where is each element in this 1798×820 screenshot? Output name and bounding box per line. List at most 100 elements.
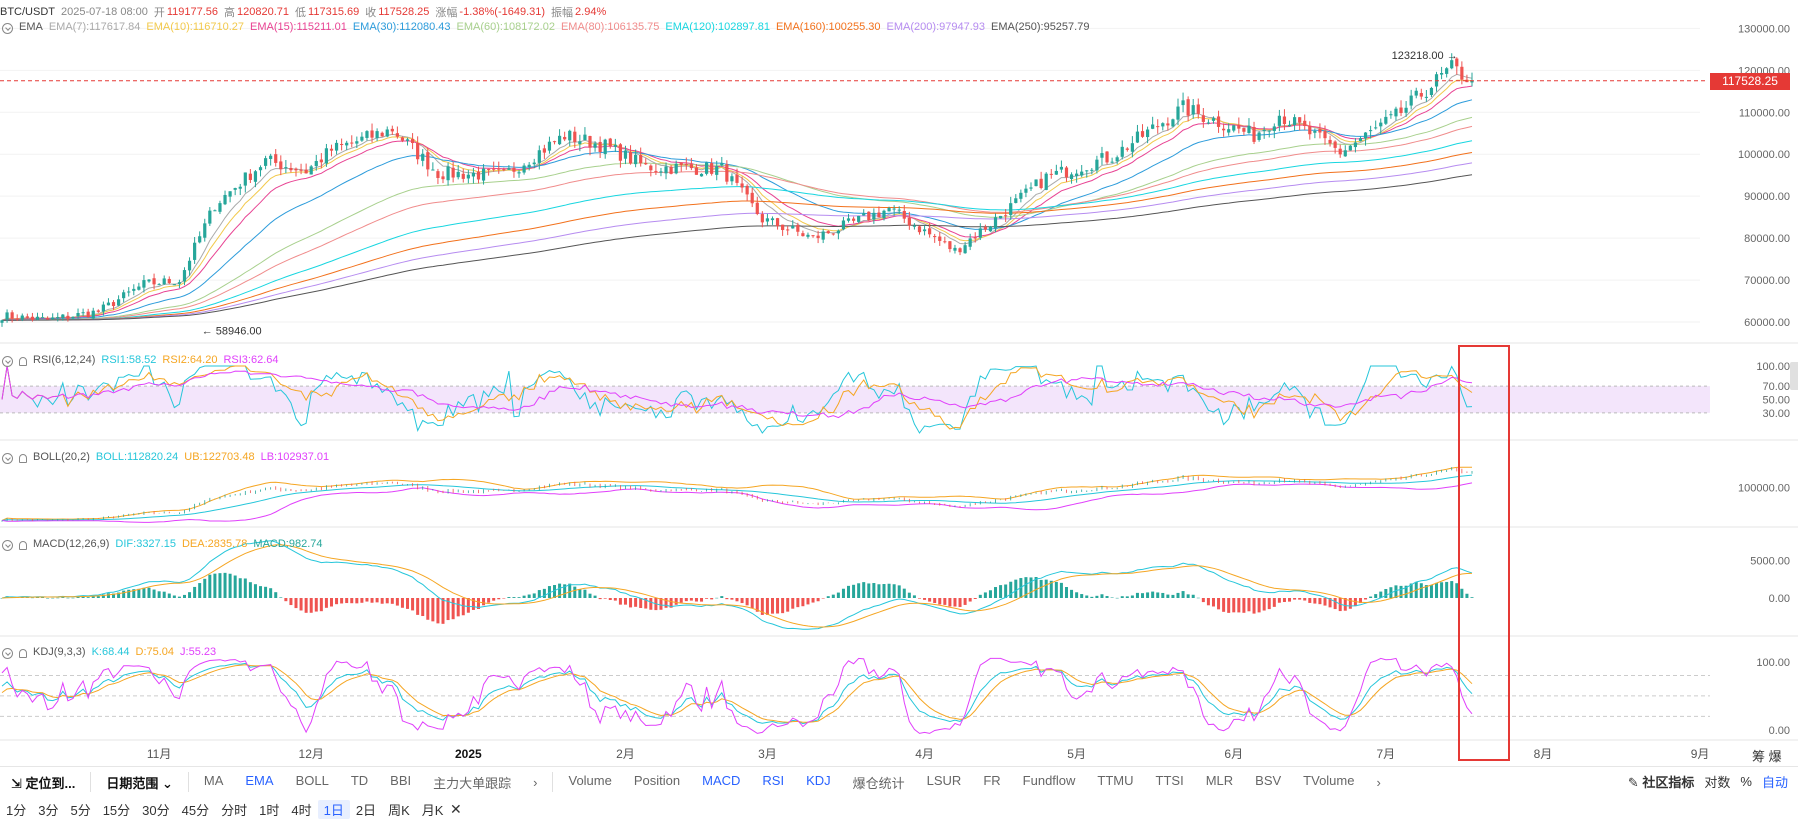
- macd-histogram-bar: [847, 585, 851, 598]
- rsi-line: [1, 365, 1473, 430]
- extra-tools[interactable]: 筹 爆: [1752, 749, 1782, 764]
- indicator-volume[interactable]: Volume: [568, 772, 612, 788]
- candle-body: [152, 278, 156, 285]
- candle-body: [481, 168, 486, 181]
- alert-bell-icon[interactable]: [19, 356, 27, 366]
- indicator-position[interactable]: Position: [633, 772, 681, 788]
- candle-body: [532, 162, 536, 165]
- visibility-toggle-icon[interactable]: [2, 647, 13, 659]
- alert-bell-icon[interactable]: [19, 540, 27, 550]
- macd-histogram-bar: [700, 598, 704, 602]
- candle-body: [1257, 132, 1261, 140]
- date-range-button[interactable]: 日期范围 ⌄: [106, 775, 173, 791]
- chart-canvas[interactable]: 123218.00 →← 58946.00 130000.00120000.00…: [0, 0, 1798, 766]
- indicator-macd[interactable]: MACD: [702, 772, 741, 788]
- indicator-td[interactable]: TD: [350, 772, 369, 788]
- date-range-label: 日期范围: [106, 775, 159, 791]
- macd-histogram-bar: [365, 598, 369, 602]
- indicator-lsur[interactable]: LSUR: [926, 772, 962, 788]
- interval-0[interactable]: 1分: [6, 802, 27, 818]
- candle-body: [122, 292, 126, 299]
- chevron-right-icon[interactable]: ›: [533, 774, 538, 790]
- chevron-right-icon[interactable]: ›: [1376, 774, 1381, 790]
- candle-body: [563, 136, 567, 140]
- candle-body: [684, 164, 688, 166]
- candle-body: [1227, 129, 1231, 133]
- candle-body: [978, 228, 982, 238]
- visibility-toggle-icon[interactable]: [2, 355, 13, 367]
- alert-bell-icon[interactable]: [19, 453, 27, 463]
- alert-bell-icon[interactable]: [19, 648, 27, 658]
- community-indicator-button[interactable]: ✎ 社区指标: [1627, 774, 1695, 790]
- candle-body: [760, 214, 764, 223]
- macd-histogram-bar: [355, 598, 359, 604]
- close-icon[interactable]: ✕: [450, 801, 462, 817]
- interval-3[interactable]: 15分: [102, 802, 131, 818]
- indicator-bsv[interactable]: BSV: [1255, 772, 1282, 788]
- interval-2[interactable]: 5分: [70, 802, 91, 818]
- interval-9[interactable]: 1日: [317, 799, 350, 819]
- high-label: 高: [224, 7, 236, 19]
- locate-button[interactable]: ⇲ 定位到...: [11, 775, 76, 791]
- visibility-toggle-icon[interactable]: [2, 22, 13, 34]
- candle-body: [593, 143, 597, 148]
- auto-toggle[interactable]: 自动: [1761, 774, 1788, 790]
- interval-8[interactable]: 4时: [291, 802, 312, 818]
- indicator-爆仓统计[interactable]: 爆仓统计: [852, 775, 905, 791]
- macd-histogram-bar: [912, 595, 916, 598]
- panel-collapse-handle[interactable]: [1790, 362, 1798, 390]
- indicator-ttsi[interactable]: TTSI: [1155, 772, 1184, 788]
- macd-histogram-bar: [314, 598, 318, 612]
- indicator-mlr[interactable]: MLR: [1205, 772, 1234, 788]
- indicator-ttmu[interactable]: TTMU: [1097, 772, 1134, 788]
- interval-5[interactable]: 45分: [181, 802, 210, 818]
- interval-4[interactable]: 30分: [142, 802, 170, 818]
- macd-histogram-bar: [1424, 585, 1428, 598]
- candle-body: [193, 242, 197, 260]
- candle-body: [1024, 188, 1028, 193]
- interval-7[interactable]: 1时: [259, 802, 280, 818]
- candle-body: [492, 168, 496, 170]
- indicator-boll[interactable]: BOLL: [295, 772, 329, 788]
- community-label: 社区指标: [1642, 774, 1695, 790]
- macd-histogram-bar: [512, 597, 516, 598]
- macd-histogram-bar: [786, 598, 790, 612]
- visibility-toggle-icon[interactable]: [2, 539, 13, 551]
- interval-10[interactable]: 2日: [355, 802, 377, 818]
- candle-body: [1287, 124, 1292, 127]
- indicator-ma[interactable]: MA: [203, 772, 224, 788]
- log-toggle[interactable]: 对数: [1704, 774, 1731, 790]
- indicator-rsi[interactable]: RSI: [762, 772, 785, 788]
- indicator-主力大单跟踪[interactable]: 主力大单跟踪: [433, 775, 512, 791]
- candle-body: [1374, 127, 1378, 129]
- interval-12[interactable]: 月K: [421, 802, 444, 818]
- macd-histogram-bar: [831, 594, 835, 598]
- indicator-ema[interactable]: EMA: [245, 772, 274, 788]
- visibility-toggle-icon[interactable]: [2, 452, 13, 464]
- macd-histogram-bar: [953, 598, 957, 607]
- candle-body: [198, 236, 202, 243]
- indicator-bbi[interactable]: BBI: [390, 772, 412, 788]
- interval-6[interactable]: 分时: [221, 802, 248, 818]
- macd-histogram-bar: [1237, 598, 1241, 613]
- candle-body: [1014, 198, 1018, 203]
- percent-toggle[interactable]: %: [1740, 773, 1752, 789]
- candle-body: [304, 169, 308, 174]
- interval-1[interactable]: 3分: [38, 802, 59, 818]
- macd-histogram-bar: [122, 590, 126, 598]
- candle-body: [740, 183, 744, 188]
- candle-body: [912, 225, 917, 227]
- candle-body: [998, 215, 1003, 219]
- macd-histogram-bar: [674, 598, 678, 605]
- macd-histogram-bar: [872, 583, 876, 598]
- interval-11[interactable]: 周K: [388, 802, 410, 818]
- candle-body: [258, 167, 263, 171]
- macd-histogram-bar: [679, 598, 683, 603]
- indicator-fr[interactable]: FR: [983, 772, 1001, 788]
- indicator-fundflow[interactable]: Fundflow: [1022, 772, 1076, 788]
- indicator-tvolume[interactable]: TVolume: [1303, 772, 1355, 788]
- macd-histogram-bar: [193, 586, 197, 598]
- indicator-kdj[interactable]: KDJ: [806, 772, 831, 788]
- macd-histogram-bar: [446, 598, 450, 621]
- price-tick: 80000.00: [1744, 233, 1790, 245]
